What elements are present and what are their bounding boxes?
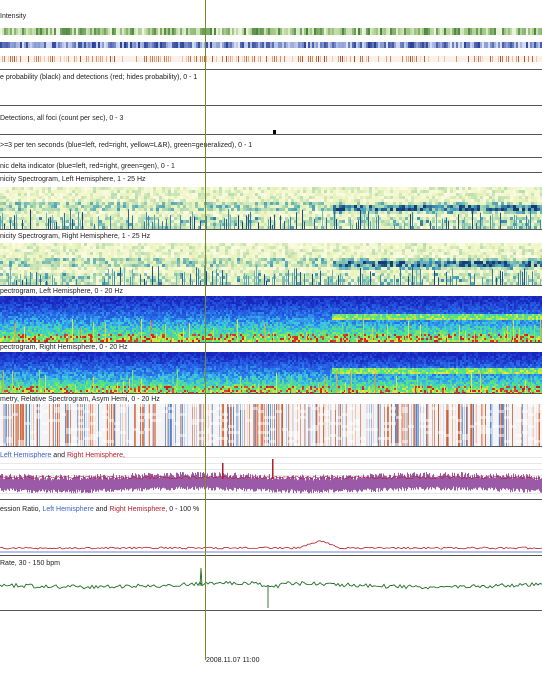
separator bbox=[0, 134, 542, 135]
suppression-title: ession Ratio, Left Hemisphere and Right … bbox=[0, 505, 199, 514]
intensity-title: Intensity bbox=[0, 13, 27, 20]
separator bbox=[0, 229, 542, 230]
separator bbox=[0, 610, 542, 611]
detections-title: Detections, all foci (count per sec), 0 … bbox=[0, 115, 124, 122]
detection-mark bbox=[273, 130, 276, 134]
rhythmicity-right-spectrogram bbox=[0, 243, 542, 285]
suppression-title-suffix: 0 - 100 % bbox=[167, 506, 200, 513]
rhythmicity-right-title: nicity Spectrogram, Right Hemisphere, 1 … bbox=[0, 233, 151, 240]
rhythmicity-left-spectrogram bbox=[0, 187, 542, 229]
separator bbox=[0, 393, 542, 394]
asymmetry-title: metry, Relative Spectrogram, Asym Hemi, … bbox=[0, 396, 160, 403]
detections-panel: Detections, all foci (count per sec), 0 … bbox=[0, 106, 542, 134]
delta-panel: nic delta indicator (blue=left, red=righ… bbox=[0, 158, 542, 172]
delta-title: nic delta indicator (blue=left, red=righ… bbox=[0, 163, 175, 170]
suppression-title-right: Right Hemisphere, bbox=[109, 506, 168, 513]
fft-right-panel: pectrogram, Right Hemisphere, 0 - 20 Hz bbox=[0, 343, 542, 393]
fft-left-title: pectrogram, Left Hemisphere, 0 - 20 Hz bbox=[0, 288, 123, 295]
heart-rate-trace bbox=[0, 568, 542, 610]
aeeg-trace bbox=[0, 457, 542, 499]
separator bbox=[0, 69, 542, 70]
rhythmicity-right-panel: nicity Spectrogram, Right Hemisphere, 1 … bbox=[0, 230, 542, 285]
separator bbox=[0, 172, 542, 173]
suppression-title-left: Left Hemisphere bbox=[42, 506, 94, 513]
cursor-time-label: 2008.11.07 11:00 bbox=[206, 657, 260, 664]
heart-rate-panel: Rate, 30 - 150 bpm bbox=[0, 556, 542, 610]
separator bbox=[0, 446, 542, 447]
aeeg-title-and: and bbox=[51, 452, 67, 459]
intensity-band-green bbox=[0, 28, 542, 35]
suppression-title-and: and bbox=[93, 506, 110, 513]
aeeg-title-right: Right Hemisphere, bbox=[66, 452, 125, 459]
time-cursor-line[interactable] bbox=[205, 0, 206, 660]
fft-right-spectrogram bbox=[0, 352, 542, 393]
ten-second-title: >=3 per ten seconds (blue=left, red=righ… bbox=[0, 142, 253, 149]
separator bbox=[0, 499, 542, 500]
ten-second-panel: >=3 per ten seconds (blue=left, red=righ… bbox=[0, 135, 542, 157]
fft-left-panel: pectrogram, Left Hemisphere, 0 - 20 Hz bbox=[0, 286, 542, 342]
aeeg-title-left: Left Hemisphere bbox=[0, 452, 52, 459]
seizure-probability-title: e probability (black) and detections (re… bbox=[0, 74, 198, 81]
intensity-panel: Intensity bbox=[0, 0, 542, 78]
seizure-probability-panel: e probability (black) and detections (re… bbox=[0, 70, 542, 105]
separator bbox=[0, 555, 542, 556]
suppression-panel: ession Ratio, Left Hemisphere and Right … bbox=[0, 500, 542, 556]
intensity-band-orange bbox=[0, 56, 542, 62]
asymmetry-spectrogram bbox=[0, 404, 542, 446]
rhythmicity-left-title: nicity Spectrogram, Left Hemisphere, 1 -… bbox=[0, 176, 146, 183]
suppression-title-prefix: ession Ratio, bbox=[0, 506, 43, 513]
fft-right-title: pectrogram, Right Hemisphere, 0 - 20 Hz bbox=[0, 344, 128, 351]
rhythmicity-left-panel: nicity Spectrogram, Left Hemisphere, 1 -… bbox=[0, 173, 542, 229]
separator bbox=[0, 285, 542, 286]
suppression-trace bbox=[0, 530, 542, 556]
aeeg-panel: Left Hemisphere and Right Hemisphere, bbox=[0, 447, 542, 499]
separator bbox=[0, 105, 542, 106]
asymmetry-panel: metry, Relative Spectrogram, Asym Hemi, … bbox=[0, 394, 542, 446]
intensity-band-blue bbox=[0, 42, 542, 48]
separator bbox=[0, 157, 542, 158]
heart-rate-title: Rate, 30 - 150 bpm bbox=[0, 560, 60, 567]
separator bbox=[0, 342, 542, 343]
fft-left-spectrogram bbox=[0, 296, 542, 342]
aeeg-title: Left Hemisphere and Right Hemisphere, bbox=[0, 451, 125, 460]
